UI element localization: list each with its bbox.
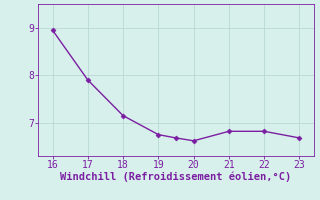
X-axis label: Windchill (Refroidissement éolien,°C): Windchill (Refroidissement éolien,°C) <box>60 172 292 182</box>
